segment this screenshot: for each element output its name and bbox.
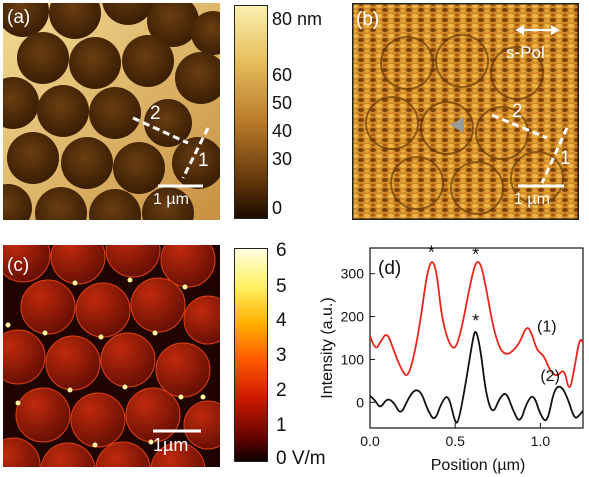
peak-annotation: * xyxy=(428,243,435,263)
panel-b-image: (b) s-Pol 2 1 1 µm xyxy=(352,3,579,220)
field-enhancement-map xyxy=(3,245,220,467)
peak-annotation: * xyxy=(472,245,479,265)
colorbar-tick-60: 60 xyxy=(272,65,293,85)
line-2-marker xyxy=(491,113,548,140)
scale-bar-label: 1 µm xyxy=(514,191,550,208)
colorbar-tick-6: 6 xyxy=(276,240,287,261)
legend-label-1: (1) xyxy=(537,319,557,336)
colorbar-tick-3: 3 xyxy=(276,345,287,366)
panel-c-colorbar: 6 5 4 3 2 1 0 V/m xyxy=(232,240,342,472)
line-1-label: 1 xyxy=(560,148,571,169)
colorbar-tick-30: 30 xyxy=(272,149,293,169)
panel-d-chart: 0.0 0.5 1.0 0 100 200 300 (1) (2) * * * (d) Positio… xyxy=(319,243,584,474)
scale-bar-label: 1µm xyxy=(153,435,189,455)
colorbar-tick-40: 40 xyxy=(272,121,293,141)
panel-b-label: (b) xyxy=(356,9,380,30)
y-tick-label: 200 xyxy=(341,309,365,325)
line-2-marker xyxy=(132,116,189,145)
x-tick-label: 0.5 xyxy=(445,433,465,449)
legend-label-2: (2) xyxy=(540,368,560,385)
colorbar-gradient xyxy=(234,248,268,462)
colorbar-bottom-label: 0 V/m xyxy=(276,448,326,469)
line-1-marker xyxy=(540,127,569,184)
x-tick-label: 1.0 xyxy=(531,433,551,449)
panel-d-label: (d) xyxy=(378,258,401,279)
afm-topography-map xyxy=(3,3,220,220)
line-2-label: 2 xyxy=(512,101,523,122)
scale-bar-label: 1 µm xyxy=(153,191,189,208)
y-tick-label: 0 xyxy=(356,394,364,410)
colorbar-tick-1: 1 xyxy=(276,415,287,436)
panel-a-image: (a) 2 1 1 µm xyxy=(3,3,220,220)
y-axis-label: Intensity (a.u.) xyxy=(319,297,336,398)
panel-c-label: (c) xyxy=(7,255,30,276)
line-1-marker xyxy=(181,127,210,179)
colorbar-gradient xyxy=(234,5,268,219)
panel-a-label: (a) xyxy=(7,7,31,28)
series-line-1 xyxy=(369,261,584,389)
plot-area: 0.0 0.5 1.0 0 100 200 300 (1) (2) * * * xyxy=(341,243,584,449)
colorbar-tick-2: 2 xyxy=(276,380,287,401)
series-line-2 xyxy=(369,330,584,424)
panel-c-image: (c) 1µm xyxy=(3,245,220,467)
line-1-label: 1 xyxy=(198,150,209,171)
x-tick-label: 0.0 xyxy=(360,433,380,449)
line-2-label: 2 xyxy=(150,103,161,124)
peak-annotation: * xyxy=(472,311,479,331)
panel-a-colorbar: 80 nm 60 50 40 30 0 xyxy=(232,3,344,223)
colorbar-tick-0: 0 xyxy=(272,198,283,218)
polarization-arrow xyxy=(515,25,560,35)
colorbar-tick-5: 5 xyxy=(276,276,287,297)
x-axis-label: Position (µm) xyxy=(431,457,526,474)
colorbar-max-label: 80 nm xyxy=(272,9,323,29)
colorbar-tick-50: 50 xyxy=(272,93,293,113)
y-tick-label: 300 xyxy=(341,266,365,282)
marker-arrowhead xyxy=(450,117,464,133)
colorbar-tick-4: 4 xyxy=(276,310,287,331)
polarization-label: s-Pol xyxy=(506,43,545,62)
near-field-map xyxy=(352,3,579,220)
y-tick-label: 100 xyxy=(341,351,365,367)
